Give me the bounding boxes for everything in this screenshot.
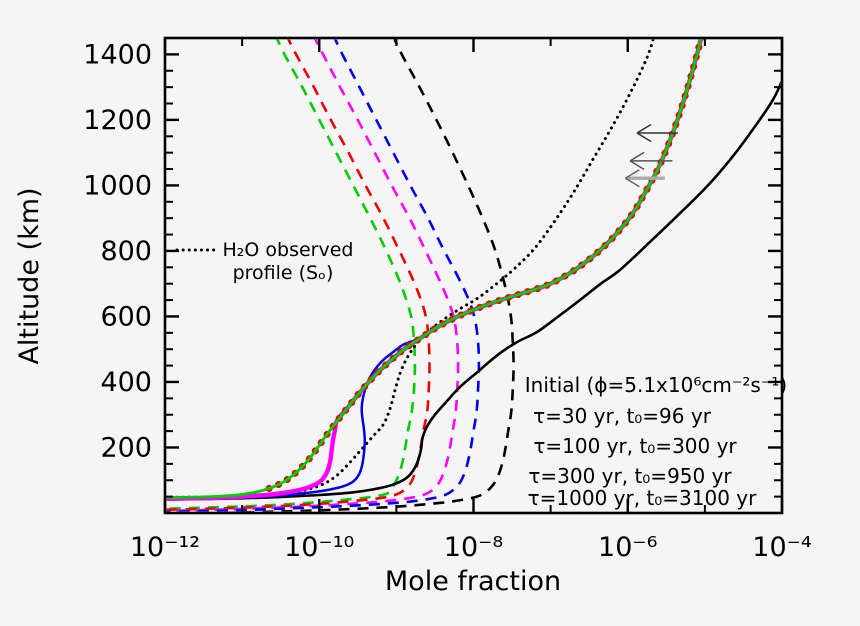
legend: Initial (ϕ=5.1x10⁶cm⁻²s⁻¹) τ=30 yr, t₀=9… — [525, 373, 787, 510]
annotation-line2: profile (Sₒ) — [233, 262, 334, 284]
x-tick-label: 10⁻¹² — [130, 532, 200, 563]
y-tick-label: 800 — [100, 236, 152, 267]
x-tick-label: 10⁻⁶ — [598, 532, 657, 563]
legend-item-tau100: τ=100 yr, t₀=300 yr — [533, 434, 737, 458]
x-axis-title: Mole fraction — [385, 566, 561, 597]
observation-arrow-2 — [629, 151, 673, 170]
arrow-head-upper — [625, 169, 640, 179]
arrow-head-lower — [625, 177, 640, 188]
series-tau100-dashed — [166, 39, 460, 512]
y-tick-label: 400 — [100, 367, 152, 398]
series-tau1000-solid — [166, 39, 703, 500]
series-h2o-observed — [166, 39, 655, 499]
y-tick-label: 1000 — [83, 170, 152, 201]
arrow-head-upper — [629, 151, 645, 162]
arrow-head-lower — [629, 160, 645, 170]
series-initial-solid — [166, 80, 781, 501]
x-tick-label: 10⁻¹⁰ — [284, 532, 354, 563]
legend-item-tau30: τ=30 yr, t₀=96 yr — [533, 404, 712, 428]
legend-item-tau1000: τ=1000 yr, t₀=3100 yr — [528, 486, 758, 510]
series-initial-dashed — [221, 39, 515, 512]
y-tick-label: 600 — [100, 301, 152, 332]
tick-labels-group: 10⁻¹² 10⁻¹⁰ 10⁻⁸ 10⁻⁶ 10⁻⁴ 200 400 600 800 1000 12… — [83, 39, 811, 563]
series-tau30-dashed — [166, 39, 481, 512]
arrow-head-lower — [636, 132, 652, 143]
series-tau300-dashed — [166, 39, 431, 511]
observation-arrows-group — [625, 123, 678, 188]
axis-ticks-group — [163, 38, 784, 513]
legend-item-tau300: τ=300 yr, t₀=950 yr — [528, 464, 732, 488]
y-axis-title: Altitude (km) — [14, 187, 45, 364]
y-tick-label: 1200 — [83, 105, 152, 136]
legend-item-initial: Initial (ϕ=5.1x10⁶cm⁻²s⁻¹) — [525, 373, 787, 397]
annotation-line1: H₂O observed — [223, 239, 354, 261]
plot-frame — [163, 36, 784, 515]
y-tick-label: 1400 — [83, 39, 152, 70]
series-tau1000-dashed — [166, 39, 417, 510]
observation-arrow-3 — [625, 169, 665, 188]
x-tick-label: 10⁻⁸ — [444, 532, 503, 563]
arrow-head-upper — [636, 123, 652, 134]
observation-arrow-1 — [636, 123, 678, 143]
observed-profile-annotation: H₂O observed profile (Sₒ) — [175, 239, 354, 284]
y-tick-label: 200 — [100, 432, 152, 463]
curves-group — [166, 39, 781, 512]
x-tick-label: 10⁻⁴ — [752, 532, 811, 563]
